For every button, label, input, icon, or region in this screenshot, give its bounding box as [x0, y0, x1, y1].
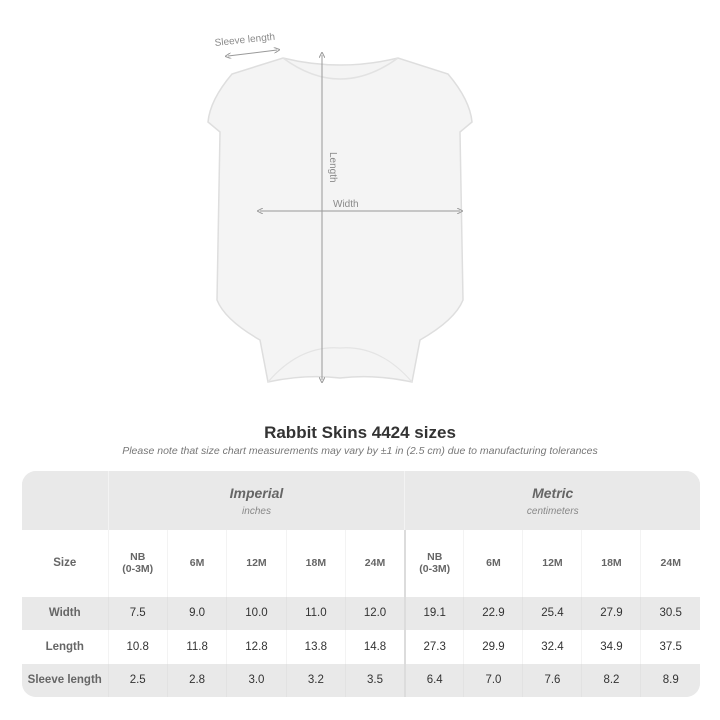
cell-metric: 7.6 [522, 663, 582, 697]
cell-imperial: 9.0 [166, 596, 227, 631]
table-row: Width 7.5 9.0 10.0 11.0 12.0 19.1 22.9 25.4 27.9 3… [22, 596, 700, 631]
cell-metric: 27.9 [581, 596, 641, 631]
cell-metric: 8.9 [640, 663, 700, 697]
sleeve-measure-line [228, 50, 277, 56]
cell-metric: 30.5 [640, 596, 700, 631]
size-header-metric: NB (0-3M) [403, 530, 464, 597]
size-row-label: Size [22, 530, 108, 597]
cell-imperial: 11.0 [285, 596, 346, 631]
metric-unit: centimeters [526, 505, 579, 517]
row-label: Sleeve length [22, 663, 108, 697]
size-header-metric: 6M [463, 530, 523, 597]
size-header-imperial: NB (0-3M) [107, 530, 168, 597]
length-label: Length [327, 152, 338, 183]
cell-metric: 6.4 [403, 663, 464, 697]
cell-imperial: 2.5 [107, 663, 168, 697]
cell-metric: 29.9 [463, 630, 523, 664]
cell-metric: 7.0 [463, 663, 523, 697]
cell-imperial: 10.0 [226, 596, 287, 631]
imperial-unit: inches [242, 505, 271, 517]
row-label: Length [22, 630, 108, 664]
cell-imperial: 3.2 [285, 663, 346, 697]
table-row: Length 10.8 11.8 12.8 13.8 14.8 27.3 29.9 32.4 34… [22, 630, 700, 664]
cell-imperial: 3.0 [226, 663, 287, 697]
size-table: Imperial inches Metric centimeters Size NB… [22, 471, 700, 697]
metric-label: Metric [532, 484, 574, 501]
imperial-label: Imperial [229, 484, 284, 501]
size-header-metric: 24M [640, 530, 700, 597]
metric-header: Metric centimeters [404, 471, 700, 530]
row-label: Width [22, 596, 108, 631]
cell-imperial: 11.8 [166, 630, 227, 664]
onesie-shape [207, 57, 473, 383]
chart-subtitle: Please note that size chart measurements… [122, 445, 598, 457]
cell-imperial: 7.5 [107, 596, 168, 631]
cell-imperial: 13.8 [285, 630, 346, 664]
cell-metric: 32.4 [522, 630, 582, 664]
cell-imperial: 3.5 [345, 663, 405, 697]
sleeve-length-label: Sleeve length [214, 32, 275, 49]
cell-metric: 37.5 [640, 630, 700, 664]
cell-imperial: 10.8 [107, 630, 168, 664]
cell-metric: 25.4 [522, 596, 582, 631]
imperial-header: Imperial inches [107, 471, 405, 530]
cell-metric: 27.3 [403, 630, 464, 664]
chart-title: Rabbit Skins 4424 sizes [264, 423, 456, 442]
size-header-imperial: 12M [226, 530, 287, 597]
onesie-diagram: Sleeve length Length Width [207, 32, 473, 410]
cell-metric: 8.2 [581, 663, 641, 697]
size-header-metric: 12M [522, 530, 582, 597]
cell-metric: 34.9 [581, 630, 641, 664]
table-row: Sleeve length 2.5 2.8 3.0 3.2 3.5 6.4 7.0 7.6 8.2… [22, 663, 700, 697]
cell-imperial: 12.0 [345, 596, 405, 631]
size-header-imperial: 18M [285, 530, 346, 597]
cell-imperial: 12.8 [226, 630, 287, 664]
cell-metric: 19.1 [403, 596, 464, 631]
size-row: Size NB (0-3M) 6M 12M 18M 24M NB (0-3M) 6M 12M 18M… [22, 530, 700, 597]
cell-metric: 22.9 [463, 596, 523, 631]
size-header-metric: 18M [581, 530, 641, 597]
width-label: Width [333, 199, 359, 210]
cell-imperial: 14.8 [345, 630, 405, 664]
size-header-imperial: 24M [345, 530, 405, 597]
size-header-imperial: 6M [166, 530, 227, 597]
cell-imperial: 2.8 [166, 663, 227, 697]
